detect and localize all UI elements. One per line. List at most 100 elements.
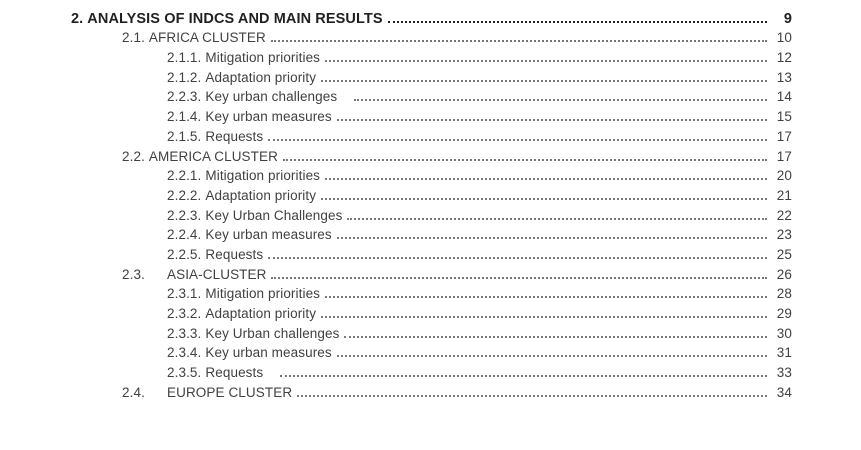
toc-entry-page-number: 17 — [776, 128, 792, 144]
toc-entry-title: Adaptation priority — [205, 69, 317, 85]
dot-leader — [387, 20, 767, 23]
toc-entry[interactable]: 2.3.5. Requests 33 — [0, 361, 792, 381]
toc-entry-page-number: 10 — [776, 30, 792, 46]
toc-entry-number: 2.1. — [122, 30, 145, 46]
toc-entry-page-number: 33 — [776, 365, 792, 381]
dot-leader — [280, 375, 767, 378]
toc-entry-number: 2.2.2. — [167, 187, 202, 203]
toc-entry-title: Mitigation priorities — [205, 286, 321, 302]
toc-entry-page-number: 22 — [776, 207, 792, 223]
toc-entry-title: Key Urban challenges — [205, 325, 340, 341]
toc-entry[interactable]: 2.2.3. Key Urban Challenges 22 — [0, 204, 792, 224]
toc-entry-page-number: 12 — [776, 50, 792, 66]
toc-entry[interactable]: 2.2.2. Adaptation priority 21 — [0, 184, 792, 204]
toc-entry-title: Requests — [205, 246, 264, 262]
toc-entry[interactable]: 2.2.1. Mitigation priorities 20 — [0, 165, 792, 185]
toc-entry-number: 2.2.4. — [167, 227, 202, 243]
toc-entry-number: 2.2. — [122, 148, 145, 164]
toc-entry-page-number: 23 — [776, 227, 792, 243]
dot-leader — [270, 40, 767, 43]
toc-entry[interactable]: 2.2.5. Requests 25 — [0, 243, 792, 263]
toc-entry-number: 2.3.4. — [167, 345, 202, 361]
dot-leader — [344, 335, 767, 338]
toc-entry[interactable]: 2.1.5. Requests 17 — [0, 125, 792, 145]
toc-entry-page-number: 15 — [776, 109, 792, 125]
toc-entry-number: 2.1.1. — [167, 50, 202, 66]
toc-entry-page-number: 21 — [776, 187, 792, 203]
dot-leader — [321, 79, 767, 82]
dot-leader — [325, 60, 767, 63]
toc-entry[interactable]: 2.1. AFRICA CLUSTER 10 — [0, 27, 792, 47]
toc-entry-title: EUROPE CLUSTER — [167, 384, 293, 400]
toc-entry[interactable]: 2.2.4. Key urban measures 23 — [0, 224, 792, 244]
toc-entry-number: 2.2.5. — [167, 246, 202, 262]
toc-entry-number: 2. — [71, 10, 84, 27]
dot-leader — [325, 296, 767, 299]
dot-leader — [325, 178, 767, 181]
dot-leader — [336, 237, 767, 240]
dot-leader — [297, 394, 767, 397]
toc-entry-number: 2.1.2. — [167, 69, 202, 85]
toc-entry[interactable]: 2.4. EUROPE CLUSTER 34 — [0, 381, 792, 401]
toc-entry-title: Requests — [205, 365, 264, 381]
toc-entry-page-number: 26 — [776, 266, 792, 282]
toc-entry-title: AFRICA CLUSTER — [148, 30, 266, 46]
toc-entry-title: Mitigation priorities — [205, 168, 321, 184]
toc-entry-page-number: 20 — [776, 168, 792, 184]
toc-entry-title: ANALYSIS OF INDCS AND MAIN RESULTS — [87, 10, 383, 27]
toc-entry-number: 2.3. — [122, 266, 145, 282]
toc-entry[interactable]: 2.2.3. Key urban challenges 14 — [0, 86, 792, 106]
toc-entry-page-number: 29 — [776, 306, 792, 321]
toc-entry-title: Key urban measures — [205, 109, 332, 125]
toc-entry-number: 2.1.4. — [167, 109, 202, 125]
toc-entry-number: 2.2.3. — [167, 207, 202, 223]
dot-leader — [268, 138, 767, 141]
dot-leader — [347, 217, 767, 220]
toc-entry-page-number: 30 — [776, 325, 792, 341]
toc-entry-page-number: 25 — [776, 246, 792, 262]
toc-entry-title: AMERICA CLUSTER — [148, 148, 278, 164]
toc-entry-title: Mitigation priorities — [205, 50, 321, 66]
dot-leader — [336, 355, 767, 358]
toc-entry[interactable]: 2.2. AMERICA CLUSTER 17 — [0, 145, 792, 165]
toc-entry[interactable]: 2.1.2. Adaptation priority 13 — [0, 66, 792, 86]
dot-leader — [271, 276, 767, 279]
dot-leader — [321, 316, 767, 318]
toc-entry-number: 2.3.2. — [167, 306, 202, 321]
toc-entry-number: 2.2.3. — [167, 89, 202, 105]
table-of-contents: 2. ANALYSIS OF INDCS AND MAIN RESULTS 9 … — [0, 7, 792, 401]
toc-entry-page-number: 34 — [776, 384, 792, 400]
toc-entry-title: Adaptation priority — [205, 306, 317, 321]
toc-entry[interactable]: 2.3.3. Key Urban challenges 30 — [0, 322, 792, 342]
toc-entry[interactable]: 2.1.4. Key urban measures 15 — [0, 105, 792, 125]
toc-entry-title: ASIA-CLUSTER — [167, 266, 267, 282]
toc-entry-number: 2.3.3. — [167, 325, 202, 341]
toc-entry-title: Adaptation priority — [205, 187, 317, 203]
toc-entry[interactable]: 2.3. ASIA-CLUSTER 26 — [0, 263, 792, 283]
dot-leader — [268, 256, 767, 259]
toc-entry[interactable]: 2.1.1. Mitigation priorities 12 — [0, 46, 792, 66]
toc-entry-number: 2.2.1. — [167, 168, 202, 184]
dot-leader — [282, 158, 767, 161]
toc-entry[interactable]: 2.3.2. Adaptation priority 29 — [0, 302, 792, 322]
toc-entry-page-number: 17 — [776, 148, 792, 164]
toc-entry-title: Key Urban Challenges — [205, 207, 343, 223]
toc-entry[interactable]: 2.3.1. Mitigation priorities 28 — [0, 283, 792, 303]
dot-leader — [336, 119, 767, 122]
toc-entry-page-number: 9 — [783, 10, 792, 27]
toc-entry[interactable]: 2. ANALYSIS OF INDCS AND MAIN RESULTS 9 — [0, 7, 792, 27]
toc-entry-page-number: 14 — [776, 89, 792, 105]
toc-entry-page-number: 13 — [776, 69, 792, 85]
toc-entry-number: 2.3.1. — [167, 286, 202, 302]
toc-entry-page-number: 28 — [776, 286, 792, 302]
toc-entry-number: 2.1.5. — [167, 128, 202, 144]
dot-leader — [354, 99, 767, 102]
toc-entry-page-number: 31 — [776, 345, 792, 361]
toc-entry[interactable]: 2.3.4. Key urban measures 31 — [0, 342, 792, 362]
toc-entry-number: 2.4. — [122, 384, 145, 400]
toc-entry-title: Key urban challenges — [205, 89, 338, 105]
dot-leader — [321, 197, 767, 200]
toc-entry-title: Requests — [205, 128, 264, 144]
toc-entry-title: Key urban measures — [205, 227, 332, 243]
